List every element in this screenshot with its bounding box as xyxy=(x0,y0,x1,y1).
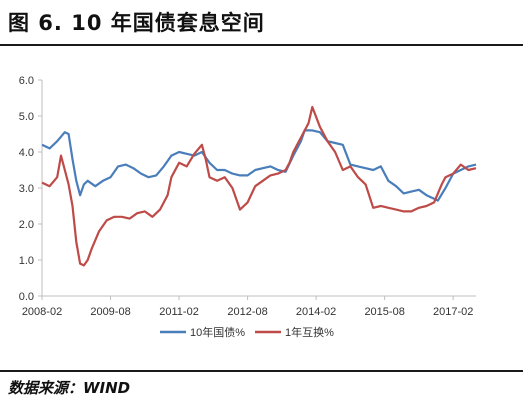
x-tick-label: 2014-02 xyxy=(296,306,336,318)
x-tick-label: 2017-02 xyxy=(433,306,473,318)
x-axis: 2008-02 2009-08 2011-02 2012-08 2014-02 2015-… xyxy=(22,295,476,318)
y-tick-label: 5.0 xyxy=(19,111,34,123)
figure-title: 图 6. 10 年国债套息空间 xyxy=(8,11,265,35)
series-line-one-year-swap xyxy=(41,105,477,267)
title-rule xyxy=(0,44,523,46)
x-tick-label: 2012-08 xyxy=(227,306,267,318)
legend-label: 10年国债% xyxy=(190,325,245,339)
x-tick-label: 2015-08 xyxy=(364,306,404,318)
x-tick-label: 2011-02 xyxy=(159,306,199,318)
y-tick-label: 0.0 xyxy=(19,291,34,303)
legend-label: 1年互换% xyxy=(285,325,334,339)
y-tick-label: 3.0 xyxy=(19,183,34,195)
x-tick-label: 2008-02 xyxy=(22,306,62,318)
y-tick-label: 6.0 xyxy=(19,75,34,87)
y-axis: 0.0 1.0 2.0 3.0 4.0 5.0 6.0 xyxy=(19,75,43,303)
y-tick-label: 2.0 xyxy=(19,219,34,231)
series-layer xyxy=(41,105,477,267)
x-tick-label: 2009-08 xyxy=(90,306,130,318)
source-note: 数据来源：WIND xyxy=(8,379,131,397)
y-tick-label: 1.0 xyxy=(19,255,34,267)
y-tick-label: 4.0 xyxy=(19,147,34,159)
legend: 10年国债% 1年互换% xyxy=(160,325,334,339)
line-chart: 0.0 1.0 2.0 3.0 4.0 5.0 6.0 2008-02 2009-08 2011… xyxy=(19,75,477,339)
series-line-ten-year-bond xyxy=(41,129,477,202)
source-rule xyxy=(0,370,523,372)
